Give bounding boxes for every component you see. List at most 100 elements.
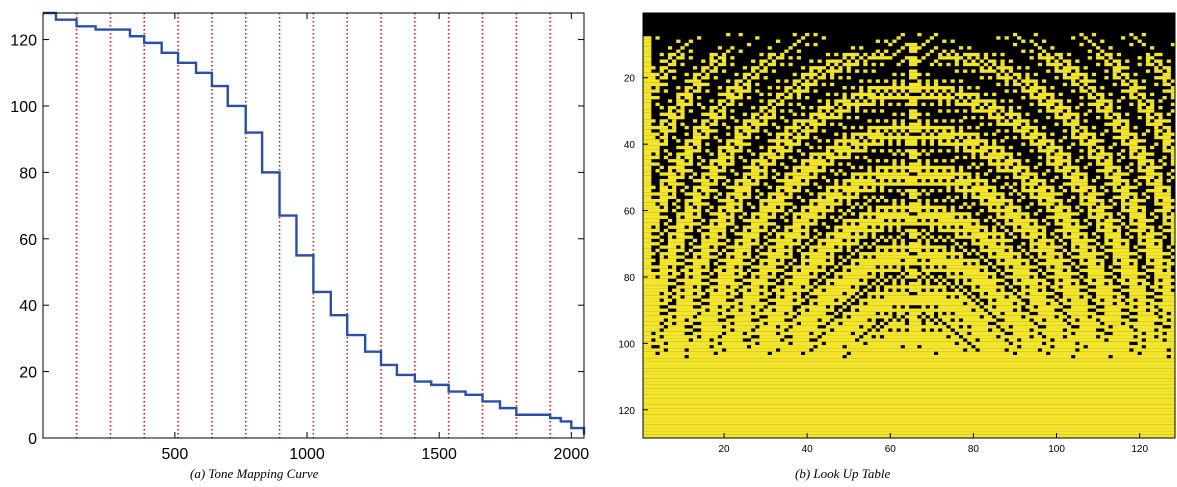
lut-cell-run <box>1120 198 1126 203</box>
lut-cell-run <box>946 311 951 316</box>
lut-cell-run <box>1137 62 1142 67</box>
lut-cell-run <box>776 172 781 176</box>
lut-cell-run <box>672 288 681 292</box>
lut-cell-run <box>1058 255 1063 259</box>
lut-cell-run <box>1033 32 1038 37</box>
lut-cell-run <box>697 155 702 160</box>
lut-cell-run <box>1054 222 1072 226</box>
lut-cell-run <box>643 89 660 93</box>
lut-cell-run <box>784 295 801 299</box>
lut-cell-run <box>659 255 664 259</box>
lut-cell-run <box>1137 341 1176 346</box>
lut-cell-run <box>1154 208 1171 213</box>
lut-cell-run <box>834 109 851 113</box>
lut-cell-run <box>1100 318 1130 322</box>
lut-cell-run <box>676 109 685 113</box>
lut-cell-run <box>1112 325 1130 329</box>
lut-cell-run <box>1079 192 1084 196</box>
lut-cell-run <box>892 82 897 87</box>
lut-cell-run <box>676 301 702 306</box>
lut-cell-run <box>776 86 781 90</box>
lut-cell-run <box>776 79 781 83</box>
lut-cell-run <box>1004 119 1009 123</box>
lut-cell-run <box>1166 188 1171 193</box>
lut-cell-run <box>1004 281 1009 286</box>
lut-cell-run <box>821 82 826 87</box>
lut-cell-run <box>1042 271 1047 276</box>
lut-cell-run <box>925 238 930 243</box>
lut-cell-run <box>825 341 864 346</box>
lut-cell-run <box>875 165 955 170</box>
lut-cell-run <box>701 175 706 180</box>
lut-cell-run <box>1096 285 1122 289</box>
lut-cell-run <box>817 185 822 190</box>
lut-cell-run <box>776 278 781 282</box>
lut-cell-run <box>875 278 880 282</box>
lut-cell-run <box>963 242 968 246</box>
lut-cell-run <box>730 291 739 296</box>
lut-cell-run <box>1037 149 1055 153</box>
lut-cell-run <box>667 182 685 186</box>
lut-cell-run <box>888 311 893 316</box>
lut-cell-run <box>979 245 984 249</box>
lut-cell-run <box>1062 182 1088 186</box>
lut-cell-run <box>954 59 959 63</box>
lut-cell-run <box>1116 152 1122 156</box>
lut-cell-run <box>1108 155 1113 160</box>
lut-cell-run <box>1037 208 1043 213</box>
lut-cell-run <box>979 198 984 203</box>
lut-cell-run <box>817 301 843 306</box>
lut-cell-run <box>1145 268 1163 273</box>
lut-cell-run <box>1046 205 1051 209</box>
lut-cell-run <box>663 222 668 226</box>
lut-cell-run <box>958 255 964 259</box>
lut-cell-run <box>1137 162 1146 166</box>
lut-cell-run <box>1120 82 1130 87</box>
lut-cell-run <box>1066 99 1072 103</box>
lut-cell-run <box>643 428 1176 432</box>
lut-cell-run <box>942 119 947 123</box>
lut-cell-run <box>659 188 677 193</box>
lut-cell-run <box>817 115 843 120</box>
lut-cell-run <box>726 208 743 213</box>
lut-cell-run <box>792 341 822 346</box>
lut-cell-run <box>825 52 831 57</box>
lut-cell-run <box>842 258 847 263</box>
lut-cell-run <box>1021 345 1051 349</box>
lut-cell-run <box>1033 72 1038 77</box>
lut-cell-run <box>813 331 822 336</box>
lut-cell-run <box>705 142 710 146</box>
lut-cell-run <box>975 182 980 186</box>
lut-cell-run <box>825 225 831 229</box>
lut-cell-run <box>1170 225 1176 229</box>
lut-cell-run <box>809 152 835 156</box>
lut-cell-run <box>643 374 1176 379</box>
lut-cell-run <box>1162 321 1176 326</box>
lut-cell-run <box>1129 218 1134 223</box>
lut-cell-run <box>809 105 814 110</box>
lut-cell-run <box>705 132 710 136</box>
lut-cell-run <box>896 265 901 269</box>
lut-cell-run <box>967 262 972 266</box>
lut-cell-run <box>996 36 1001 40</box>
lut-cell-run <box>879 328 889 332</box>
lut-cell-run <box>933 89 939 93</box>
lut-cell-run <box>1000 149 1005 153</box>
lut-cell-run <box>742 119 760 123</box>
lut-cell-run <box>1104 298 1122 302</box>
tone-curve-line <box>43 11 586 435</box>
lut-cell-run <box>825 149 831 153</box>
lut-cell-run <box>942 238 947 243</box>
lut-cell-run <box>850 308 856 312</box>
lut-cell-run <box>987 208 1013 213</box>
lut-cell-run <box>946 195 951 199</box>
lut-cell-run <box>958 119 964 123</box>
lut-cell-run <box>904 92 910 97</box>
lut-cell-run <box>996 205 1001 209</box>
lut-cell-run <box>805 285 814 289</box>
lut-cell-run <box>1017 76 1022 80</box>
lut-cell-run <box>684 205 693 209</box>
lut-cell-run <box>1071 72 1088 77</box>
lut-cell-run <box>996 165 1001 170</box>
lut-cell-run <box>1004 112 1022 116</box>
